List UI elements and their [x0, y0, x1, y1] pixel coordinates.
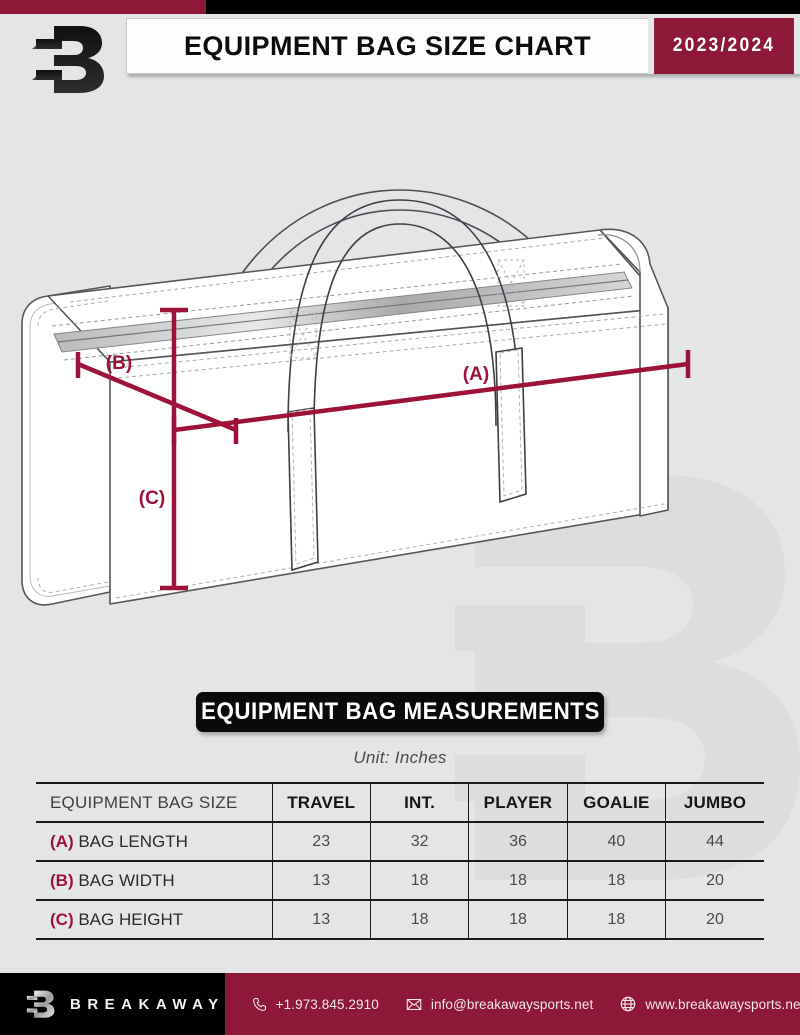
- page-title: EQUIPMENT BAG SIZE CHART: [126, 18, 648, 74]
- table-row: (A) BAG LENGTH 23 32 36 40 44: [36, 821, 764, 862]
- top-accent-bar: [0, 0, 800, 14]
- row-prefix-b: (B): [50, 870, 74, 890]
- column-header-jumbo: JUMBO: [665, 782, 764, 823]
- cell-width-player: 18: [468, 860, 568, 901]
- footer-phone[interactable]: +1.973.845.2910: [251, 996, 379, 1013]
- row-text-a: BAG LENGTH: [78, 831, 188, 851]
- page-footer: BREAKAWAY +1.973.845.2910 info@breakaway…: [0, 973, 800, 1035]
- cell-length-travel: 23: [271, 821, 371, 862]
- cell-length-jumbo: 44: [665, 821, 764, 862]
- footer-website[interactable]: www.breakawaysports.net: [619, 995, 800, 1013]
- phone-icon: [252, 997, 266, 1011]
- cell-height-goalie: 18: [566, 899, 666, 940]
- measure-label-a: (A): [463, 364, 489, 385]
- row-label-bag-width: (B) BAG WIDTH: [36, 860, 272, 901]
- table-header-row: EQUIPMENT BAG SIZE TRAVEL INT. PLAYER GO…: [36, 782, 764, 823]
- season-year-badge: 2023/2024: [654, 18, 794, 74]
- header-banner: EQUIPMENT BAG SIZE CHART 2023/2024: [126, 18, 800, 74]
- top-bar-black: [206, 0, 800, 14]
- globe-icon: [621, 996, 636, 1012]
- column-header-int: INT.: [369, 782, 469, 823]
- footer-email[interactable]: info@breakawaysports.net: [405, 996, 593, 1013]
- table-row: (B) BAG WIDTH 13 18 18 18 20: [36, 860, 764, 901]
- cell-length-goalie: 40: [566, 821, 666, 862]
- row-prefix-c: (C): [50, 909, 74, 929]
- footer-phone-text: +1.973.845.2910: [275, 996, 379, 1012]
- column-header-size: EQUIPMENT BAG SIZE: [36, 782, 272, 823]
- equipment-bag-diagram: (B) (A) (C): [0, 112, 800, 682]
- cell-width-jumbo: 20: [665, 860, 764, 901]
- row-label-bag-height: (C) BAG HEIGHT: [36, 899, 272, 940]
- measurements-banner: EQUIPMENT BAG MEASUREMENTS: [196, 692, 604, 732]
- size-table-container: EQUIPMENT BAG SIZE TRAVEL INT. PLAYER GO…: [36, 782, 764, 940]
- cell-height-travel: 13: [271, 899, 371, 940]
- breakaway-b-logo-icon: [26, 990, 55, 1018]
- column-header-player: PLAYER: [468, 782, 568, 823]
- cell-height-player: 18: [468, 899, 568, 940]
- cell-height-int: 18: [369, 899, 469, 940]
- row-label-bag-length: (A) BAG LENGTH: [36, 821, 272, 862]
- cell-width-travel: 13: [271, 860, 371, 901]
- footer-website-text: www.breakawaysports.net: [645, 996, 800, 1012]
- row-text-c: BAG HEIGHT: [78, 909, 184, 929]
- table-row: (C) BAG HEIGHT 13 18 18 18 20: [36, 899, 764, 940]
- cell-length-player: 36: [468, 821, 568, 862]
- footer-contact-block: +1.973.845.2910 info@breakawaysports.net…: [224, 973, 800, 1035]
- column-header-travel: TRAVEL: [271, 782, 371, 823]
- mail-icon: [406, 998, 422, 1010]
- footer-email-text: info@breakawaysports.net: [430, 996, 594, 1012]
- measurements-banner-label: EQUIPMENT BAG MEASUREMENTS: [200, 698, 600, 725]
- column-header-goalie: GOALIE: [566, 782, 666, 823]
- top-bar-maroon: [0, 0, 206, 14]
- row-prefix-a: (A): [50, 831, 74, 851]
- size-table: EQUIPMENT BAG SIZE TRAVEL INT. PLAYER GO…: [36, 782, 764, 940]
- measure-label-c: (C): [139, 488, 165, 509]
- cell-width-int: 18: [369, 860, 469, 901]
- measure-label-b: (B): [106, 353, 132, 374]
- breakaway-b-logo-icon: [32, 26, 104, 93]
- cell-width-goalie: 18: [566, 860, 666, 901]
- cell-length-int: 32: [369, 821, 469, 862]
- footer-brand-name: BREAKAWAY: [70, 995, 225, 1013]
- row-text-b: BAG WIDTH: [78, 870, 175, 890]
- footer-brand-block: BREAKAWAY: [0, 973, 225, 1035]
- unit-label: Unit: Inches: [353, 748, 447, 767]
- cell-height-jumbo: 20: [665, 899, 764, 940]
